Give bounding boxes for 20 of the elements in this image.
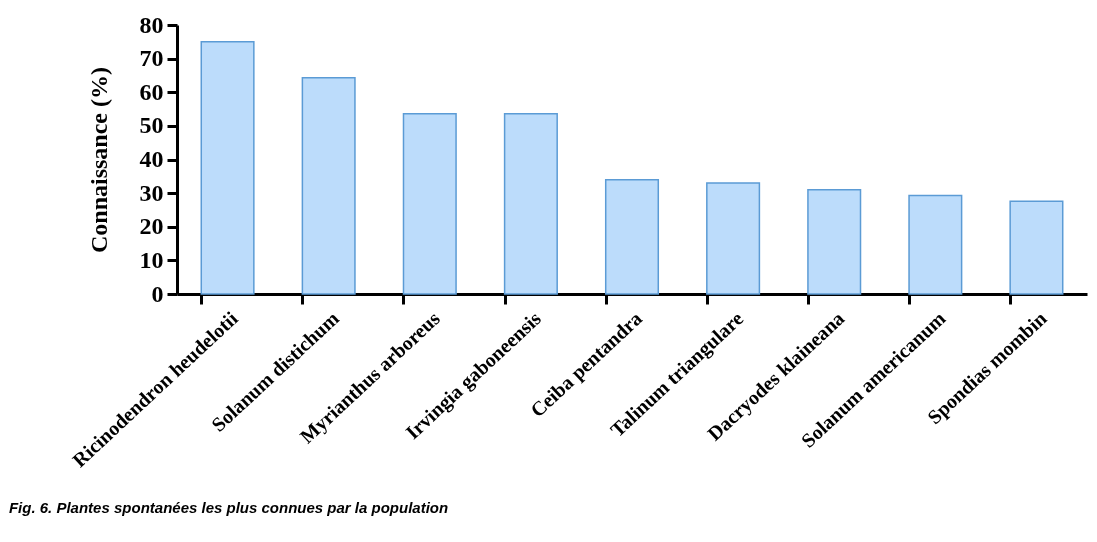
y-tick-label: 0 (151, 280, 164, 307)
bar (706, 182, 761, 295)
y-tick-label: 70 (139, 45, 164, 72)
bar (200, 41, 255, 295)
y-tick-label: 80 (139, 11, 164, 38)
caption: Fig. 6. Plantes spontanées les plus connues par la population (8, 498, 449, 516)
y-tick-label: 60 (139, 78, 164, 105)
bar (908, 194, 963, 295)
y-tick-label: 10 (139, 246, 164, 273)
bar (402, 113, 457, 295)
y-tick-label: 30 (139, 179, 164, 206)
bar (1009, 200, 1064, 295)
y-tick-label: 20 (139, 213, 164, 240)
y-tick-label: 50 (139, 112, 164, 139)
y-tick-label: 40 (139, 146, 164, 172)
bar (301, 77, 356, 295)
bar (503, 113, 558, 295)
bar (807, 189, 862, 295)
bar (604, 178, 660, 295)
y-axis-title: Connaissance (%) (85, 66, 112, 254)
